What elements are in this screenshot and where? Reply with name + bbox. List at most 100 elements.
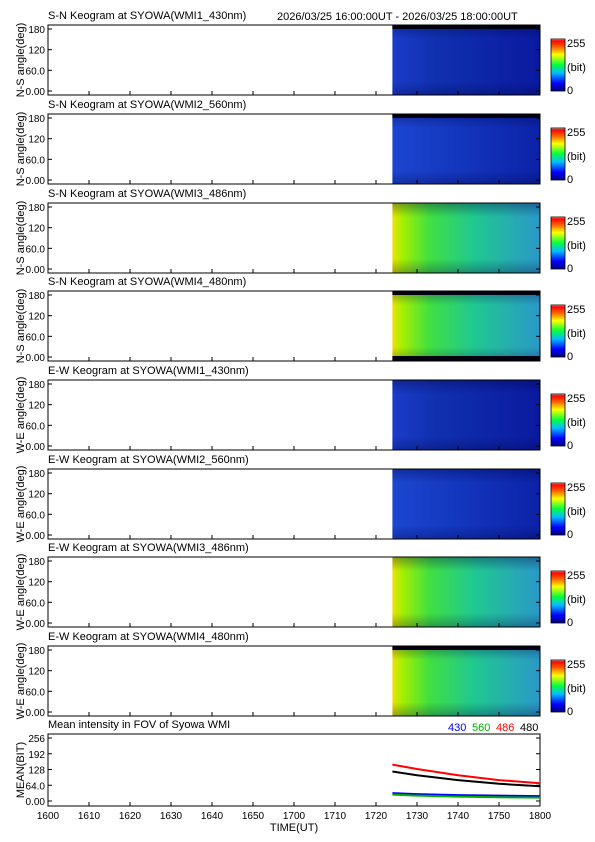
colorbar-min: 0 [567,617,573,629]
series-line-480 [392,770,541,788]
x-axis-tick-label: 1700 [283,811,306,822]
colorbar-max: 255 [567,127,585,139]
panel-title: S-N Keogram at SYOWA(WMI2_560nm) [48,99,246,111]
colorbar-min: 0 [567,351,573,363]
x-axis-tick-label: 1730 [406,811,429,822]
x-axis-label: TIME(UT) [270,822,318,834]
colorbar-unit: (bit) [567,417,586,429]
y-tick-label: 120 [28,312,45,323]
x-axis-tick-label: 1720 [365,811,388,822]
x-axis-tick-label: 1610 [78,811,101,822]
y-tick-label: 120 [28,46,45,57]
panel-ylabel: N-S angle(deg) [15,23,27,98]
colorbar [550,659,566,713]
colorbar [550,38,566,92]
colorbar-min: 0 [567,706,573,718]
panel-ylabel: N-S angle(deg) [15,112,27,187]
y-tick-label: 0.00 [26,265,46,276]
y-tick-label: 60.0 [26,510,46,521]
time-axis: 1600 1610 1620 1630 1640 1650 1700 1710 1720 1730… [37,802,552,822]
colorbar-min: 0 [567,174,573,186]
y-tick-label: 180 [28,646,45,657]
panel-title: E-W Keogram at SYOWA(WMI1_430nm) [48,365,249,377]
y-tick-label: 60.0 [26,244,46,255]
keogram-edge-shade [392,646,540,716]
mean-y-tick-label: 64.0 [26,781,46,792]
mean-y-tick-label: 128 [28,766,45,777]
y-tick-label: 0.00 [26,531,46,542]
colorbar [550,127,566,181]
legend-430: 430 [448,722,466,734]
panel-ylabel: N-S angle(deg) [15,201,27,276]
mean-y-tick-label: 0.00 [26,797,46,808]
y-tick-label: 180 [28,557,45,568]
x-axis-tick-label: 1750 [488,811,511,822]
panel-ylabel: W-E angle(deg) [15,554,27,631]
colorbar-max: 255 [567,304,585,316]
y-tick-label: 60.0 [26,421,46,432]
keogram-edge-shade [392,557,540,627]
mean-panel-title: Mean intensity in FOV of Syowa WMI [48,719,230,731]
x-axis-tick-label: 1650 [242,811,265,822]
x-axis-tick-label: 1600 [37,811,60,822]
keogram-top-band [392,114,540,118]
x-axis-tick-label: 1800 [529,811,552,822]
colorbar-unit: (bit) [567,506,586,518]
colorbar-min: 0 [567,529,573,541]
keogram-panel-1: S-N Keogram at SYOWA(WMI1_430nm) N-S angl… [15,10,586,98]
y-tick-label: 180 [28,380,45,391]
colorbar-max: 255 [567,482,585,494]
y-tick-label: 120 [28,667,45,678]
keogram-edge-shade [392,25,540,95]
mean-y-ticks: 256 192 128 64.0 0.00 [26,734,540,808]
y-tick-label: 180 [28,203,45,214]
x-axis-tick-label: 1740 [447,811,470,822]
y-tick-label: 60.0 [26,598,46,609]
keogram-edge-shade [392,291,540,361]
colorbar-max: 255 [567,570,585,582]
y-tick-label: 0.00 [26,708,46,719]
x-axis-tick-label: 1710 [324,811,347,822]
series-line-430 [392,792,541,798]
colorbar-min: 0 [567,440,573,452]
x-axis-tick-label: 1620 [119,811,142,822]
keogram-edge-shade [392,469,540,539]
mean-y-tick-label: 256 [28,734,45,745]
keogram-panel-2: S-N Keogram at SYOWA(WMI2_560nm) N-S angl… [15,99,586,187]
colorbar-min: 0 [567,263,573,275]
colorbar-unit: (bit) [567,151,586,163]
keogram-panel-6: E-W Keogram at SYOWA(WMI2_560nm) W-E angl… [15,454,586,542]
legend-480: 480 [520,722,538,734]
y-tick-label: 120 [28,401,45,412]
panel-ylabel: W-E angle(deg) [15,377,27,454]
series-line-486 [392,763,541,785]
mean-series-lines [392,763,541,799]
colorbar [550,482,566,536]
keogram-bottom-band [392,356,540,361]
colorbar [550,304,566,358]
y-tick-label: 120 [28,490,45,501]
y-tick-label: 60.0 [26,66,46,77]
keogram-edge-shade [392,114,540,184]
panel-ylabel: W-E angle(deg) [15,466,27,543]
colorbar-min: 0 [567,85,573,97]
panel-title: S-N Keogram at SYOWA(WMI4_480nm) [48,276,246,288]
x-axis-tick-label: 1640 [201,811,224,822]
panel-title: E-W Keogram at SYOWA(WMI4_480nm) [48,631,249,643]
y-tick-label: 120 [28,135,45,146]
y-tick-label: 120 [28,224,45,235]
keogram-panel-3: S-N Keogram at SYOWA(WMI3_486nm) N-S angl… [15,188,586,276]
y-tick-label: 0.00 [26,442,46,453]
y-tick-label: 0.00 [26,176,46,187]
colorbar-max: 255 [567,393,585,405]
colorbar [550,570,566,624]
keogram-edge-shade [392,203,540,273]
colorbar-max: 255 [567,38,585,50]
colorbar-unit: (bit) [567,328,586,340]
keogram-panel-8: E-W Keogram at SYOWA(WMI4_480nm) W-E angl… [15,631,586,719]
y-tick-label: 120 [28,578,45,589]
mean-ylabel: MEAN(BIT) [15,742,27,798]
panel-ylabel: W-E angle(deg) [15,643,27,720]
panel-ylabel: N-S angle(deg) [15,289,27,364]
